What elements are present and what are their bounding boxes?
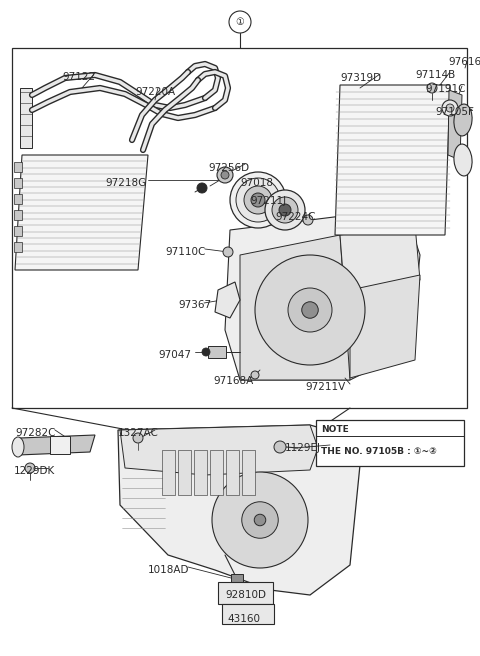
- Bar: [14, 178, 22, 188]
- Text: 1229DK: 1229DK: [14, 466, 55, 476]
- Polygon shape: [448, 90, 462, 160]
- Circle shape: [25, 463, 35, 473]
- Ellipse shape: [12, 437, 24, 457]
- Text: 92810D: 92810D: [225, 590, 266, 600]
- Bar: [242, 450, 255, 495]
- Circle shape: [303, 215, 313, 225]
- Circle shape: [254, 514, 266, 525]
- Circle shape: [223, 247, 233, 257]
- Text: 97114B: 97114B: [415, 70, 455, 80]
- Circle shape: [279, 204, 291, 216]
- Text: 97282C: 97282C: [15, 428, 56, 438]
- Text: THE NO. 97105B : ①~②: THE NO. 97105B : ①~②: [321, 447, 437, 455]
- Bar: [210, 450, 223, 495]
- Text: 1018AD: 1018AD: [148, 565, 190, 575]
- Circle shape: [255, 255, 365, 365]
- Circle shape: [272, 197, 298, 223]
- Bar: [194, 450, 207, 495]
- Text: 97616A: 97616A: [448, 57, 480, 67]
- Polygon shape: [118, 425, 360, 595]
- Bar: [178, 450, 191, 495]
- Bar: [14, 242, 22, 252]
- Circle shape: [244, 186, 272, 214]
- Bar: [222, 604, 274, 624]
- Text: 97367: 97367: [178, 300, 211, 310]
- Bar: [12, 48, 467, 408]
- Bar: [162, 450, 175, 495]
- Bar: [208, 346, 226, 358]
- Circle shape: [229, 11, 251, 33]
- Circle shape: [302, 302, 318, 318]
- Polygon shape: [18, 435, 95, 455]
- Polygon shape: [120, 425, 318, 475]
- Polygon shape: [15, 155, 148, 270]
- Circle shape: [202, 348, 210, 356]
- Text: 97220A: 97220A: [135, 87, 175, 97]
- Text: 97211J: 97211J: [250, 196, 286, 206]
- Circle shape: [251, 371, 259, 379]
- Polygon shape: [335, 85, 450, 235]
- Bar: [231, 574, 243, 582]
- Polygon shape: [20, 88, 32, 148]
- Circle shape: [221, 171, 229, 179]
- Ellipse shape: [454, 144, 472, 176]
- Text: 97191C: 97191C: [425, 84, 466, 94]
- Text: NOTE: NOTE: [321, 424, 349, 434]
- Circle shape: [446, 104, 454, 112]
- Polygon shape: [350, 275, 420, 378]
- Circle shape: [212, 472, 308, 568]
- Text: 97047: 97047: [158, 350, 191, 360]
- Text: 97218G: 97218G: [105, 178, 146, 188]
- Circle shape: [274, 441, 286, 453]
- Text: 1129EJ: 1129EJ: [285, 443, 321, 453]
- Text: 43160: 43160: [227, 614, 260, 624]
- Text: 97122: 97122: [62, 72, 95, 82]
- Circle shape: [288, 288, 332, 332]
- Bar: [14, 210, 22, 220]
- Text: 97168A: 97168A: [213, 376, 253, 386]
- Bar: [218, 582, 273, 604]
- Text: 97110C: 97110C: [165, 247, 205, 257]
- Bar: [14, 162, 22, 172]
- Circle shape: [242, 502, 278, 538]
- Polygon shape: [340, 225, 420, 300]
- Bar: [226, 450, 239, 495]
- Polygon shape: [225, 210, 420, 380]
- Text: 1327AC: 1327AC: [118, 428, 159, 438]
- Text: ①: ①: [236, 17, 244, 27]
- Circle shape: [197, 183, 207, 193]
- Text: 97224C: 97224C: [275, 212, 315, 222]
- Circle shape: [265, 190, 305, 230]
- Text: 97105F: 97105F: [435, 107, 474, 117]
- Circle shape: [251, 193, 265, 207]
- Circle shape: [236, 178, 280, 222]
- Circle shape: [442, 100, 458, 116]
- Circle shape: [427, 83, 437, 93]
- Polygon shape: [215, 282, 240, 318]
- Bar: [50, 436, 70, 454]
- Bar: [14, 226, 22, 236]
- Text: 97018: 97018: [240, 178, 273, 188]
- Ellipse shape: [454, 104, 472, 136]
- Circle shape: [230, 172, 286, 228]
- Polygon shape: [240, 235, 350, 380]
- Text: 97319D: 97319D: [340, 73, 381, 83]
- Bar: [222, 585, 269, 600]
- Circle shape: [217, 167, 233, 183]
- Text: 97211V: 97211V: [305, 382, 345, 392]
- Circle shape: [133, 433, 143, 443]
- Text: 97256D: 97256D: [208, 163, 249, 173]
- Bar: [14, 194, 22, 204]
- Bar: [316, 420, 464, 466]
